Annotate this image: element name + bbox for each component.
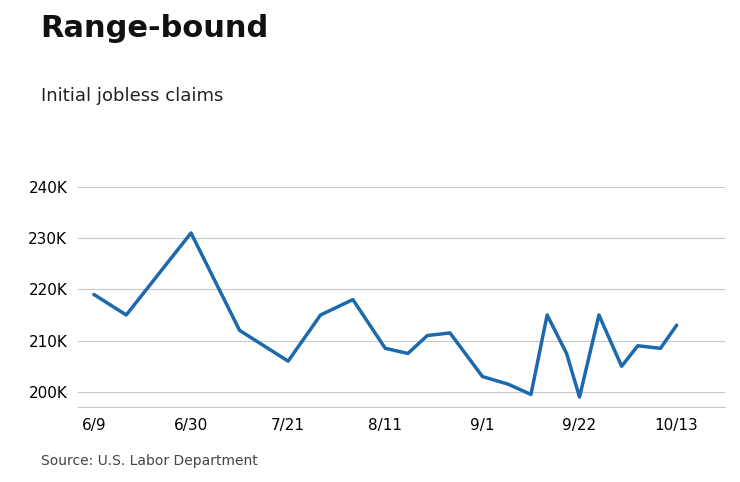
Text: Initial jobless claims: Initial jobless claims	[41, 87, 223, 105]
Text: Source: U.S. Labor Department: Source: U.S. Labor Department	[41, 454, 258, 468]
Text: Range-bound: Range-bound	[41, 14, 269, 43]
